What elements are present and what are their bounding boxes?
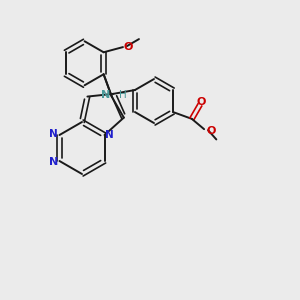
Text: O: O xyxy=(124,42,133,52)
Text: H: H xyxy=(119,90,127,100)
Text: O: O xyxy=(206,126,215,136)
Text: N: N xyxy=(49,157,58,167)
Text: O: O xyxy=(196,97,206,107)
Text: N: N xyxy=(49,129,58,139)
Text: N: N xyxy=(100,90,110,100)
Text: N: N xyxy=(105,130,114,140)
